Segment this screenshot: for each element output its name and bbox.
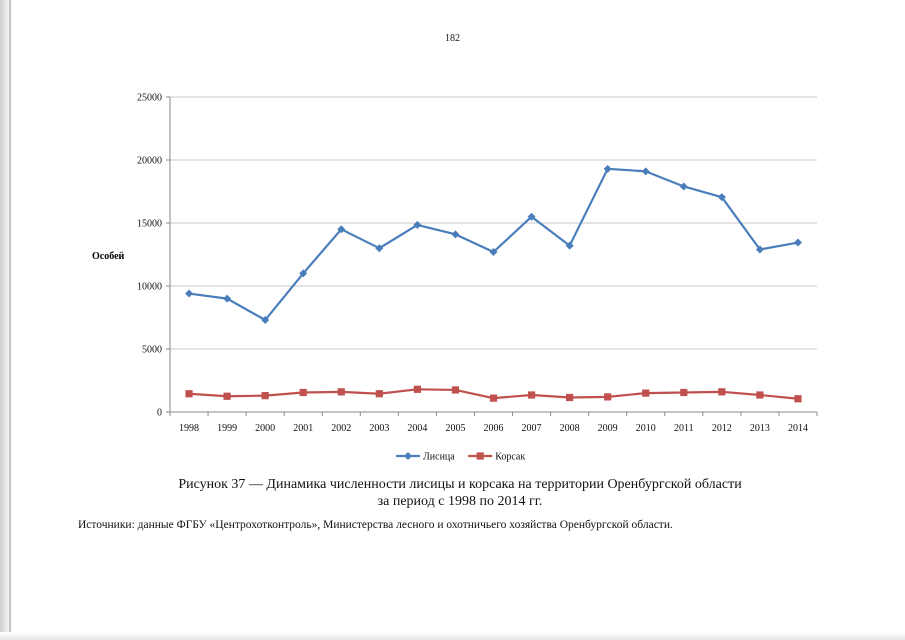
legend-label: Лисица bbox=[423, 452, 455, 463]
data-point bbox=[489, 394, 498, 402]
data-point bbox=[717, 193, 726, 202]
page-bottom-edge bbox=[0, 632, 905, 640]
data-point bbox=[261, 392, 269, 400]
x-tick-label: 2012 bbox=[712, 423, 732, 434]
legend: Лисица Корсак bbox=[396, 452, 525, 463]
x-tick-label: 2005 bbox=[445, 423, 465, 434]
data-point bbox=[793, 238, 802, 247]
grid-lines bbox=[170, 96, 817, 350]
x-tick-label: 2011 bbox=[674, 423, 694, 434]
data-point bbox=[680, 388, 688, 397]
series-1 bbox=[185, 385, 802, 403]
x-tick-label: 1999 bbox=[217, 423, 237, 434]
data-point bbox=[527, 391, 536, 399]
source-note: Источники: данные ФГБУ «Центрохотконтрол… bbox=[78, 519, 673, 531]
data-point bbox=[413, 220, 422, 229]
x-tick-label: 2001 bbox=[293, 423, 313, 434]
figure-caption-line-2: за период с 1998 по 2014 гг. bbox=[377, 494, 543, 509]
data-point bbox=[375, 244, 384, 253]
data-point bbox=[603, 164, 612, 173]
legend-item-1: Корсак bbox=[468, 452, 525, 463]
series-0 bbox=[185, 164, 802, 325]
data-point bbox=[337, 388, 345, 396]
legend-swatch-marker bbox=[476, 452, 484, 460]
x-tick-label: 2007 bbox=[522, 423, 542, 434]
data-point bbox=[413, 385, 421, 393]
legend-swatch-marker bbox=[404, 452, 412, 460]
data-point bbox=[375, 390, 383, 398]
x-tick-label: 2013 bbox=[750, 423, 770, 434]
data-point bbox=[604, 393, 612, 401]
data-point bbox=[755, 245, 764, 254]
data-point bbox=[679, 182, 688, 191]
x-tick-label: 2009 bbox=[598, 423, 618, 434]
legend-item-0: Лисица bbox=[396, 452, 455, 463]
data-point bbox=[565, 241, 574, 250]
y-tick-label: 20000 bbox=[137, 156, 162, 167]
data-point bbox=[756, 391, 764, 399]
x-tick-label: 2003 bbox=[369, 423, 389, 434]
data-point bbox=[299, 269, 308, 278]
y-tick-label: 15000 bbox=[137, 219, 162, 230]
data-point bbox=[489, 247, 498, 256]
x-tick-label: 1998 bbox=[179, 423, 199, 434]
data-point bbox=[451, 230, 460, 239]
data-point bbox=[185, 390, 193, 398]
data-point bbox=[337, 225, 346, 234]
data-point bbox=[718, 388, 726, 396]
y-tick-label: 0 bbox=[157, 408, 162, 419]
data-point bbox=[527, 212, 536, 221]
x-tick-label: 2002 bbox=[331, 423, 351, 434]
series-lines bbox=[185, 164, 802, 403]
line-chart: 0 5000 10000 15000 20000 25000 1998 1999 2000 200… bbox=[92, 93, 818, 463]
y-tick-label: 5000 bbox=[142, 345, 162, 356]
page-binding-edge bbox=[0, 0, 13, 640]
data-point bbox=[223, 294, 232, 303]
page-number: 182 bbox=[445, 33, 460, 44]
data-point bbox=[794, 395, 802, 403]
data-point bbox=[641, 167, 650, 176]
series-line bbox=[188, 167, 799, 322]
y-tick-label: 10000 bbox=[137, 282, 162, 293]
data-point bbox=[642, 389, 650, 397]
x-tick-label: 2004 bbox=[407, 423, 427, 434]
x-tick-label: 2000 bbox=[255, 423, 275, 434]
data-point bbox=[261, 316, 270, 325]
data-point bbox=[299, 388, 307, 397]
x-tick-label: 2010 bbox=[636, 423, 656, 434]
y-axis-label: Особей bbox=[92, 251, 125, 262]
legend-label: Корсак bbox=[495, 452, 525, 463]
data-point bbox=[185, 289, 194, 298]
x-tick-label: 2006 bbox=[484, 423, 504, 434]
axes: 0 5000 10000 15000 20000 25000 1998 1999 2000 200… bbox=[137, 93, 818, 434]
data-point bbox=[566, 393, 574, 402]
y-tick-label: 25000 bbox=[137, 93, 162, 104]
data-point bbox=[223, 392, 231, 400]
figure-caption-line-1: Рисунок 37 — Динамика численности лисицы… bbox=[178, 477, 742, 492]
x-tick-label: 2014 bbox=[788, 423, 808, 434]
x-tick-label: 2008 bbox=[560, 423, 580, 434]
data-point bbox=[451, 386, 460, 394]
